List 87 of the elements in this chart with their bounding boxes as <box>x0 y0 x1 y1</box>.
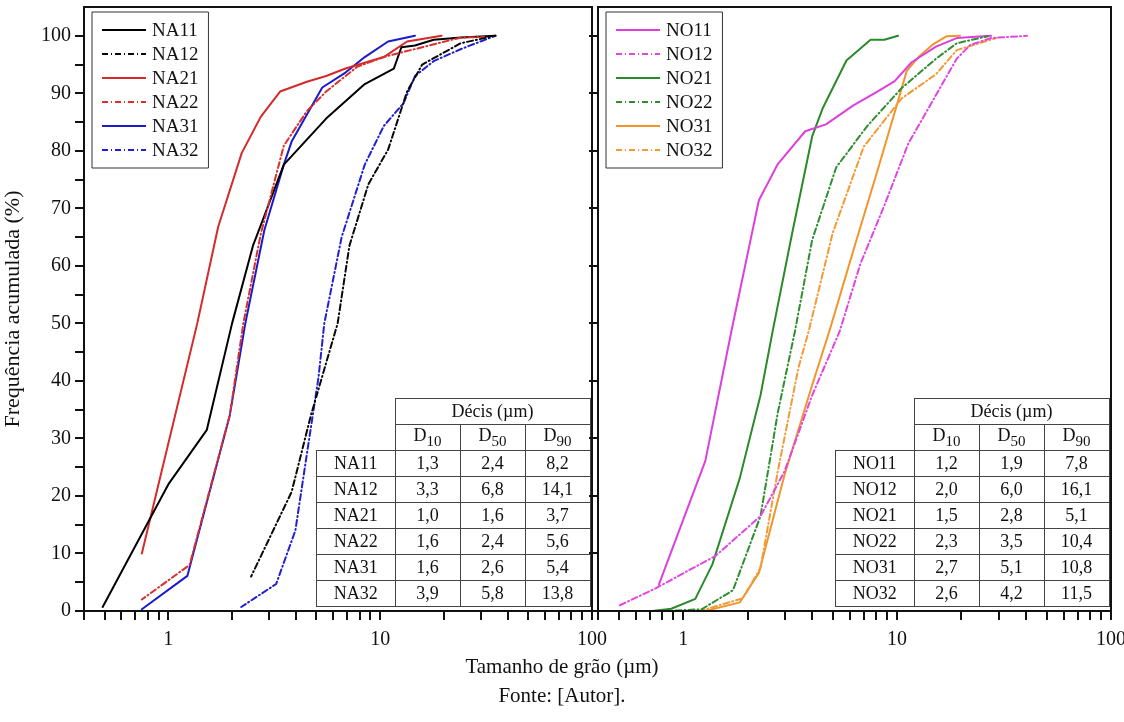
annotation: NA22 <box>316 528 395 555</box>
annotation: NO32 <box>835 580 914 607</box>
annotation: D$_{90}$ <box>525 424 590 451</box>
annotation: 11,5 <box>1044 580 1109 607</box>
annotation: 10,4 <box>1044 528 1109 555</box>
x-tick-label: 10 <box>370 627 391 650</box>
annotation: Décis (µm) <box>914 398 1109 425</box>
annotation: 2,3 <box>914 528 979 555</box>
annotation: NO31 <box>835 554 914 581</box>
y-tick-label: 60 <box>51 253 71 276</box>
annotation: 1,3 <box>395 450 460 477</box>
annotation: NA11 <box>316 450 395 477</box>
y-tick-label: 30 <box>51 425 71 448</box>
legend-label: NA32 <box>152 138 199 160</box>
annotation: 1,2 <box>914 450 979 477</box>
y-tick-label: 10 <box>51 540 71 563</box>
annotation: 1,6 <box>460 502 525 529</box>
legend-label: NO21 <box>666 66 713 88</box>
annotation: 5,8 <box>460 580 525 607</box>
annotation: D$_{50}$ <box>460 424 525 451</box>
y-tick-label: 0 <box>61 598 71 621</box>
annotation: 3,5 <box>979 528 1044 555</box>
annotation: 10,8 <box>1044 554 1109 581</box>
annotation: 13,8 <box>525 580 590 607</box>
annotation: D$_{10}$ <box>395 424 460 451</box>
annotation: 3,9 <box>395 580 460 607</box>
legend-label: NA12 <box>152 42 199 64</box>
annotation: NA32 <box>316 580 395 607</box>
source-note: Fonte: [Autor]. <box>497 683 627 708</box>
legend-label: NO31 <box>666 114 713 136</box>
annotation: 8,2 <box>525 450 590 477</box>
x-tick-label: 10 <box>887 627 908 650</box>
legend-label: NO22 <box>666 90 713 112</box>
y-tick-label: 40 <box>51 368 71 391</box>
annotation: D$_{50}$ <box>979 424 1044 451</box>
annotation: 6,8 <box>460 476 525 503</box>
y-tick-label: 80 <box>51 138 71 161</box>
annotation: 1,5 <box>914 502 979 529</box>
annotation: 1,9 <box>979 450 1044 477</box>
legend-label: NO32 <box>666 138 713 160</box>
y-tick-label: 100 <box>41 23 71 46</box>
legend-label: NA31 <box>152 114 199 136</box>
annotation: 4,2 <box>979 580 1044 607</box>
annotation: Décis (µm) <box>395 398 590 425</box>
annotation: NO12 <box>835 476 914 503</box>
x-tick-label: 1 <box>163 627 174 650</box>
annotation: 2,0 <box>914 476 979 503</box>
annotation: D$_{10}$ <box>914 424 979 451</box>
x-tick-label: 100 <box>577 627 607 650</box>
annotation: D$_{90}$ <box>1044 424 1109 451</box>
annotation: 2,7 <box>914 554 979 581</box>
legend-label: NA11 <box>152 18 198 40</box>
x-axis-title: Tamanho de grão (µm) <box>464 654 660 679</box>
y-tick-label: 50 <box>51 310 71 333</box>
y-tick-label: 20 <box>51 483 71 506</box>
legend-label: NA21 <box>152 66 199 88</box>
y-axis-title: Frequência acumulada (%) <box>0 190 24 428</box>
legend-label: NA22 <box>152 90 199 112</box>
annotation: 2,8 <box>979 502 1044 529</box>
annotation: 2,6 <box>460 554 525 581</box>
annotation: 2,4 <box>460 528 525 555</box>
x-tick-label: 1 <box>678 627 689 650</box>
y-tick-label: 70 <box>51 195 71 218</box>
annotation: 2,6 <box>914 580 979 607</box>
annotation: 14,1 <box>525 476 590 503</box>
annotation: 7,8 <box>1044 450 1109 477</box>
annotation: 5,6 <box>525 528 590 555</box>
annotation: 1,6 <box>395 528 460 555</box>
annotation: 16,1 <box>1044 476 1109 503</box>
annotation: NO21 <box>835 502 914 529</box>
annotation: 5,4 <box>525 554 590 581</box>
legend-label: NO11 <box>666 18 712 40</box>
annotation: 6,0 <box>979 476 1044 503</box>
annotation: 3,7 <box>525 502 590 529</box>
y-tick-label: 90 <box>51 80 71 103</box>
annotation: NO11 <box>835 450 914 477</box>
annotation: NA21 <box>316 502 395 529</box>
annotation: 5,1 <box>979 554 1044 581</box>
annotation: NO22 <box>835 528 914 555</box>
annotation: 2,4 <box>460 450 525 477</box>
legend-label: NO12 <box>666 42 713 64</box>
annotation: NA31 <box>316 554 395 581</box>
annotation: 1,0 <box>395 502 460 529</box>
annotation: NA12 <box>316 476 395 503</box>
annotation: 3,3 <box>395 476 460 503</box>
annotation: 1,6 <box>395 554 460 581</box>
annotation: 5,1 <box>1044 502 1109 529</box>
